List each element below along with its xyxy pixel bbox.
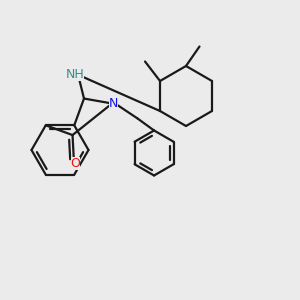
Text: O: O (70, 157, 80, 170)
Text: N: N (109, 97, 118, 110)
Text: NH: NH (66, 68, 84, 81)
